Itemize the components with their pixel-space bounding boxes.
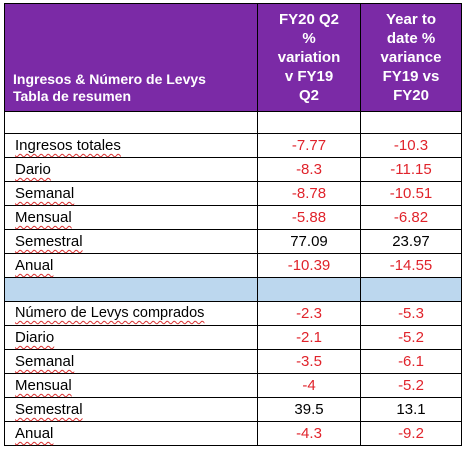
- spacer-row: [4, 111, 462, 134]
- table-row: Mensual -4 -5.2: [4, 373, 462, 398]
- row-label: Semanal: [4, 181, 258, 206]
- column-header-line: variance: [380, 49, 442, 66]
- table-row: Mensual -5.88 -6.82: [4, 205, 462, 230]
- ytd-variance-value: -5.3: [360, 301, 462, 326]
- q2-variation-value: -8.3: [257, 157, 361, 182]
- ytd-variance-value: -5.2: [360, 373, 462, 398]
- table-row: Semestral 39.5 13.1: [4, 397, 462, 422]
- q2-variation-value: 39.5: [257, 397, 361, 422]
- row-label-text: Mensual: [15, 377, 72, 394]
- table-title: Ingresos & Número de Levys Tabla de resu…: [4, 3, 258, 112]
- column-header-line: date %: [386, 30, 436, 47]
- empty-cell: [257, 111, 361, 134]
- row-label-text: Diario: [15, 329, 55, 346]
- q2-variation-value: -4.3: [257, 421, 361, 446]
- row-label: Mensual: [4, 373, 258, 398]
- ytd-variance-value: -10.3: [360, 133, 462, 158]
- column-header-q2-variation: FY20 Q2 % variation v FY19 Q2: [257, 3, 361, 112]
- q2-variation-value: -2.3: [257, 301, 361, 326]
- row-label-text: Semanal: [15, 185, 75, 202]
- row-label: Dario: [4, 157, 258, 182]
- empty-cell: [257, 277, 361, 302]
- row-label: Anual: [4, 421, 258, 446]
- row-label-text: Semestral: [15, 233, 83, 250]
- empty-cell: [360, 277, 462, 302]
- column-header-line: variation: [277, 49, 341, 66]
- row-label-text: Anual: [15, 425, 54, 442]
- row-label-text: Número de Levys comprados: [15, 305, 205, 321]
- q2-variation-value: -10.39: [257, 253, 361, 278]
- row-label-text: Ingresos totales: [15, 137, 121, 154]
- column-header-line: FY19 vs: [382, 68, 440, 85]
- table-row: Semanal -3.5 -6.1: [4, 349, 462, 374]
- table-row: Dario -8.3 -11.15: [4, 157, 462, 182]
- column-header-line: %: [302, 30, 316, 47]
- table-row: Semanal -8.78 -10.51: [4, 181, 462, 206]
- table-row: Anual -10.39 -14.55: [4, 253, 462, 278]
- q2-variation-value: -4: [257, 373, 361, 398]
- row-label-text: Semestral: [15, 401, 83, 418]
- q2-variation-value: 77.09: [257, 229, 361, 254]
- row-label: Ingresos totales: [4, 133, 258, 158]
- column-header-line: Q2: [298, 87, 319, 104]
- row-label-text: Anual: [15, 257, 54, 274]
- summary-table-container: Ingresos & Número de Levys Tabla de resu…: [4, 3, 462, 446]
- row-label-text: Semanal: [15, 353, 75, 370]
- table-row: Número de Levys comprados -2.3 -5.3: [4, 301, 462, 326]
- row-label: Diario: [4, 325, 258, 350]
- table-title-line1: Ingresos & Número de Levys: [13, 71, 206, 87]
- header-row: Ingresos & Número de Levys Tabla de resu…: [4, 3, 462, 112]
- table-row: Semestral 77.09 23.97: [4, 229, 462, 254]
- ytd-variance-value: 13.1: [360, 397, 462, 422]
- row-label: Semestral: [4, 229, 258, 254]
- table-row: Diario -2.1 -5.2: [4, 325, 462, 350]
- q2-variation-value: -2.1: [257, 325, 361, 350]
- row-label: Semestral: [4, 397, 258, 422]
- q2-variation-value: -3.5: [257, 349, 361, 374]
- ytd-variance-value: -9.2: [360, 421, 462, 446]
- ytd-variance-value: -10.51: [360, 181, 462, 206]
- table-title-line2: Tabla de resumen: [13, 88, 132, 104]
- ytd-variance-value: 23.97: [360, 229, 462, 254]
- q2-variation-value: -7.77: [257, 133, 361, 158]
- column-header-line: v FY19: [284, 68, 334, 85]
- column-header-line: Year to: [385, 11, 437, 28]
- empty-cell: [4, 277, 258, 302]
- column-header-line: FY20: [393, 87, 429, 104]
- ytd-variance-value: -11.15: [360, 157, 462, 182]
- table-row: Anual -4.3 -9.2: [4, 421, 462, 446]
- row-label: Número de Levys comprados: [4, 301, 258, 326]
- empty-cell: [4, 111, 258, 134]
- empty-cell: [360, 111, 462, 134]
- ytd-variance-value: -6.1: [360, 349, 462, 374]
- row-label-text: Dario: [15, 161, 51, 178]
- q2-variation-value: -5.88: [257, 205, 361, 230]
- table-row: Ingresos totales -7.77 -10.3: [4, 133, 462, 158]
- row-label: Semanal: [4, 349, 258, 374]
- column-header-ytd-variance: Year to date % variance FY19 vs FY20: [360, 3, 462, 112]
- row-label: Anual: [4, 253, 258, 278]
- row-label-text: Mensual: [15, 209, 72, 226]
- row-label: Mensual: [4, 205, 258, 230]
- ytd-variance-value: -5.2: [360, 325, 462, 350]
- column-header-line: FY20 Q2: [278, 11, 340, 28]
- q2-variation-value: -8.78: [257, 181, 361, 206]
- summary-table: Ingresos & Número de Levys Tabla de resu…: [4, 3, 462, 446]
- ytd-variance-value: -14.55: [360, 253, 462, 278]
- section-divider-row: [4, 277, 462, 302]
- ytd-variance-value: -6.82: [360, 205, 462, 230]
